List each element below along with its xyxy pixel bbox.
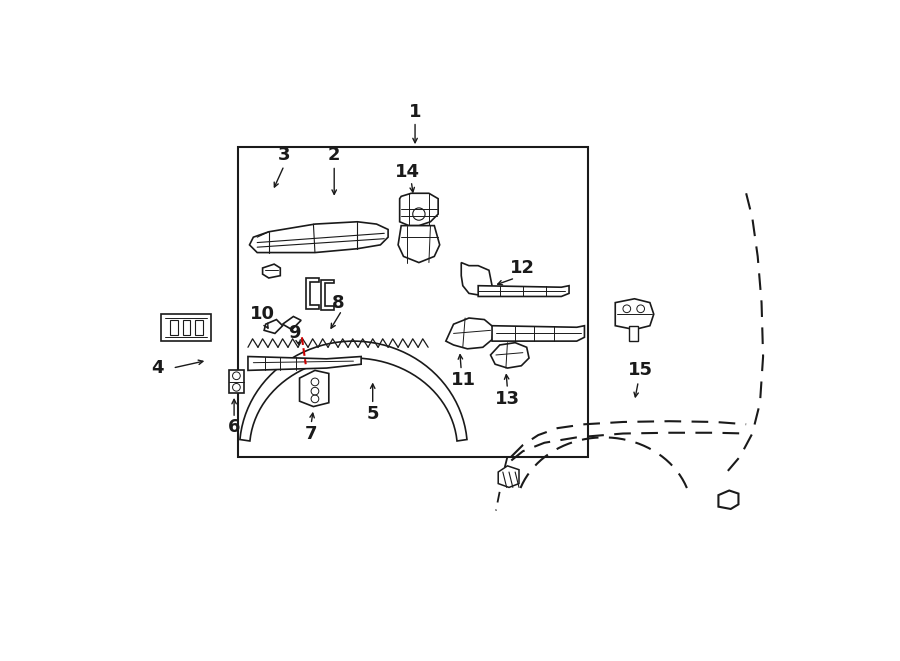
Text: 14: 14 bbox=[395, 163, 419, 180]
Text: 11: 11 bbox=[451, 371, 476, 389]
Polygon shape bbox=[249, 222, 388, 253]
Polygon shape bbox=[478, 286, 569, 297]
Polygon shape bbox=[491, 342, 529, 368]
Text: 10: 10 bbox=[250, 305, 275, 323]
Polygon shape bbox=[400, 193, 438, 225]
Polygon shape bbox=[616, 299, 653, 330]
Polygon shape bbox=[492, 326, 584, 341]
Polygon shape bbox=[499, 466, 519, 487]
Polygon shape bbox=[461, 262, 492, 295]
Polygon shape bbox=[229, 370, 244, 393]
Text: 13: 13 bbox=[495, 390, 520, 408]
Polygon shape bbox=[170, 321, 178, 335]
Polygon shape bbox=[264, 319, 283, 333]
Polygon shape bbox=[248, 356, 361, 370]
Text: 12: 12 bbox=[510, 259, 536, 277]
Text: 3: 3 bbox=[278, 146, 291, 164]
Polygon shape bbox=[161, 314, 211, 341]
Text: 4: 4 bbox=[151, 359, 164, 377]
Text: 5: 5 bbox=[366, 405, 379, 423]
Text: 7: 7 bbox=[305, 424, 318, 442]
Polygon shape bbox=[194, 321, 202, 335]
Polygon shape bbox=[283, 317, 302, 330]
Polygon shape bbox=[306, 278, 319, 309]
Polygon shape bbox=[718, 490, 738, 509]
Polygon shape bbox=[321, 280, 334, 310]
Text: 9: 9 bbox=[288, 325, 301, 342]
Polygon shape bbox=[629, 326, 638, 341]
Text: 8: 8 bbox=[332, 293, 345, 311]
Polygon shape bbox=[183, 321, 190, 335]
Text: 6: 6 bbox=[228, 418, 240, 436]
Polygon shape bbox=[238, 147, 589, 457]
Text: 1: 1 bbox=[409, 102, 421, 121]
Polygon shape bbox=[300, 370, 328, 407]
Polygon shape bbox=[240, 341, 467, 441]
Polygon shape bbox=[446, 318, 493, 349]
Text: 2: 2 bbox=[328, 146, 340, 164]
Polygon shape bbox=[263, 264, 280, 278]
Text: 15: 15 bbox=[628, 362, 653, 379]
Polygon shape bbox=[398, 225, 440, 262]
